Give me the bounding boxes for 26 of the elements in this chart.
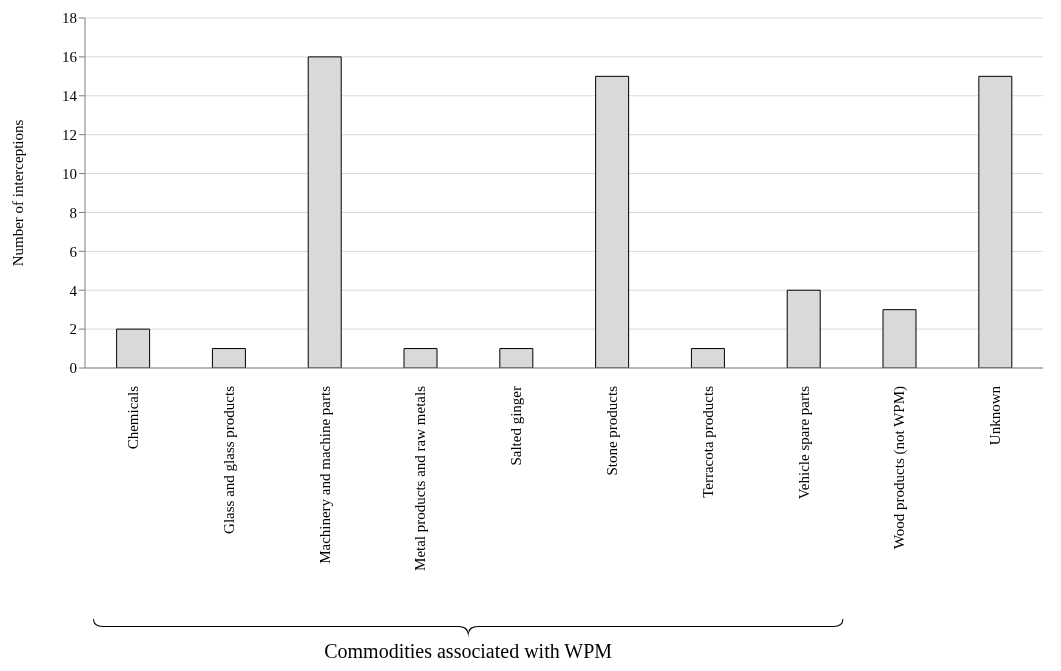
x-tick-label: Chemicals (124, 385, 141, 450)
y-tick-label: 2 (69, 321, 77, 338)
y-tick-label: 14 (62, 88, 78, 105)
text: Commodities associated with WPM (323, 640, 614, 663)
y-tick-label: 6 (69, 243, 78, 260)
x-tick-label: Metal products and raw metals (412, 385, 429, 571)
x-tick-label: Glass and glass products (220, 385, 237, 534)
bar (211, 348, 246, 368)
y-tick-label: 10 (62, 165, 77, 182)
y-axis-title: Number of interceptions (10, 119, 27, 267)
y-tick-label: 12 (62, 126, 77, 143)
bar (690, 348, 725, 368)
y-tick-label: 8 (69, 204, 77, 221)
y-tick-label: 18 (62, 10, 77, 27)
x-tick-label: Wood products (not WPM) (891, 386, 909, 550)
bar (499, 348, 534, 368)
bar (403, 348, 438, 368)
y-tick-label: 16 (62, 49, 78, 66)
y-tick-label: 0 (69, 360, 77, 377)
x-tick-label: Unknown (987, 385, 1004, 446)
x-tick-label: Salted ginger (508, 386, 525, 466)
x-tick-label: Machinery and machine parts (316, 385, 333, 564)
x-tick-label: Stone products (603, 385, 620, 476)
x-tick-label: Terracota products (699, 385, 716, 498)
x-tick-label: Vehicle spare parts (795, 385, 812, 500)
y-tick-label: 4 (69, 282, 78, 299)
